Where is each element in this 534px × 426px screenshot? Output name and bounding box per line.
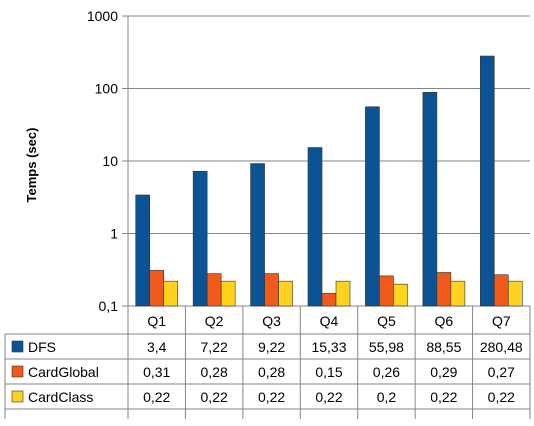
bar-cardclass-q1 [164,281,178,306]
bar-dfs-q3 [251,164,265,306]
bar-dfs-q2 [193,171,207,306]
legend-swatch [12,391,23,402]
legend-label: CardClass [28,389,93,405]
data-label: 88,55 [426,339,461,355]
data-label: 0,2 [377,389,397,405]
category-label: Q3 [262,313,281,329]
bar-dfs-q7 [480,56,494,306]
data-label: 0,22 [488,389,515,405]
legend-swatch [12,366,23,377]
data-label: 280,48 [480,339,523,355]
y-axis-label: Temps (sec) [24,128,39,203]
y-tick-label: 10 [102,153,118,169]
data-label: 15,33 [311,339,346,355]
legend-swatch [12,341,23,352]
bar-cardclass-q4 [336,281,350,306]
data-label: 55,98 [369,339,404,355]
bar-dfs-q1 [136,195,150,306]
data-label: 7,22 [201,339,228,355]
data-table: Q1 Q2 Q3 Q4 Q5 Q6 Q7 DFS 3,4 7,22 9,22 15,33 55,98 88… [5,306,530,419]
grid-layer [122,16,530,306]
data-label: 0,29 [430,364,457,380]
y-axis-ticks: 1000 100 10 1 0,1 [87,8,118,314]
data-label: 0,26 [373,364,400,380]
bar-cardclass-q3 [279,281,293,306]
bar-cardclass-q6 [451,281,465,306]
data-label: 0,22 [430,389,457,405]
bar-dfs-q5 [365,107,379,306]
data-label: 0,27 [488,364,515,380]
data-label: 0,22 [201,389,228,405]
legend-label: CardGlobal [28,364,99,380]
category-label: Q5 [377,313,396,329]
category-label: Q4 [320,313,339,329]
y-tick-label: 1 [110,226,118,242]
legend-label: DFS [28,339,56,355]
category-label: Q6 [435,313,454,329]
y-tick-label: 0,1 [99,298,119,314]
y-tick-label: 100 [95,81,119,97]
bar-cardglobal-q3 [265,274,279,306]
data-label: 0,22 [143,389,170,405]
data-label: 0,22 [258,389,285,405]
data-label: 0,28 [258,364,285,380]
y-tick-label: 1000 [87,8,118,24]
bar-cardglobal-q2 [207,274,221,306]
data-label: 0,31 [143,364,170,380]
data-label: 3,4 [147,339,167,355]
data-label: 0,15 [315,364,342,380]
data-label: 0,28 [201,364,228,380]
bar-cardclass-q7 [508,281,522,306]
bar-cardglobal-q1 [150,270,164,306]
bar-cardglobal-q7 [494,275,508,306]
bars-layer [136,56,523,306]
bar-cardclass-q2 [221,281,235,306]
category-label: Q2 [205,313,224,329]
category-label: Q1 [147,313,166,329]
data-label: 9,22 [258,339,285,355]
category-label: Q7 [492,313,511,329]
bar-dfs-q4 [308,148,322,306]
bar-cardclass-q5 [393,284,407,306]
bar-cardglobal-q5 [379,276,393,306]
bar-cardglobal-q6 [437,272,451,306]
data-label: 0,22 [315,389,342,405]
bar-cardglobal-q4 [322,293,336,306]
bar-dfs-q6 [423,92,437,306]
